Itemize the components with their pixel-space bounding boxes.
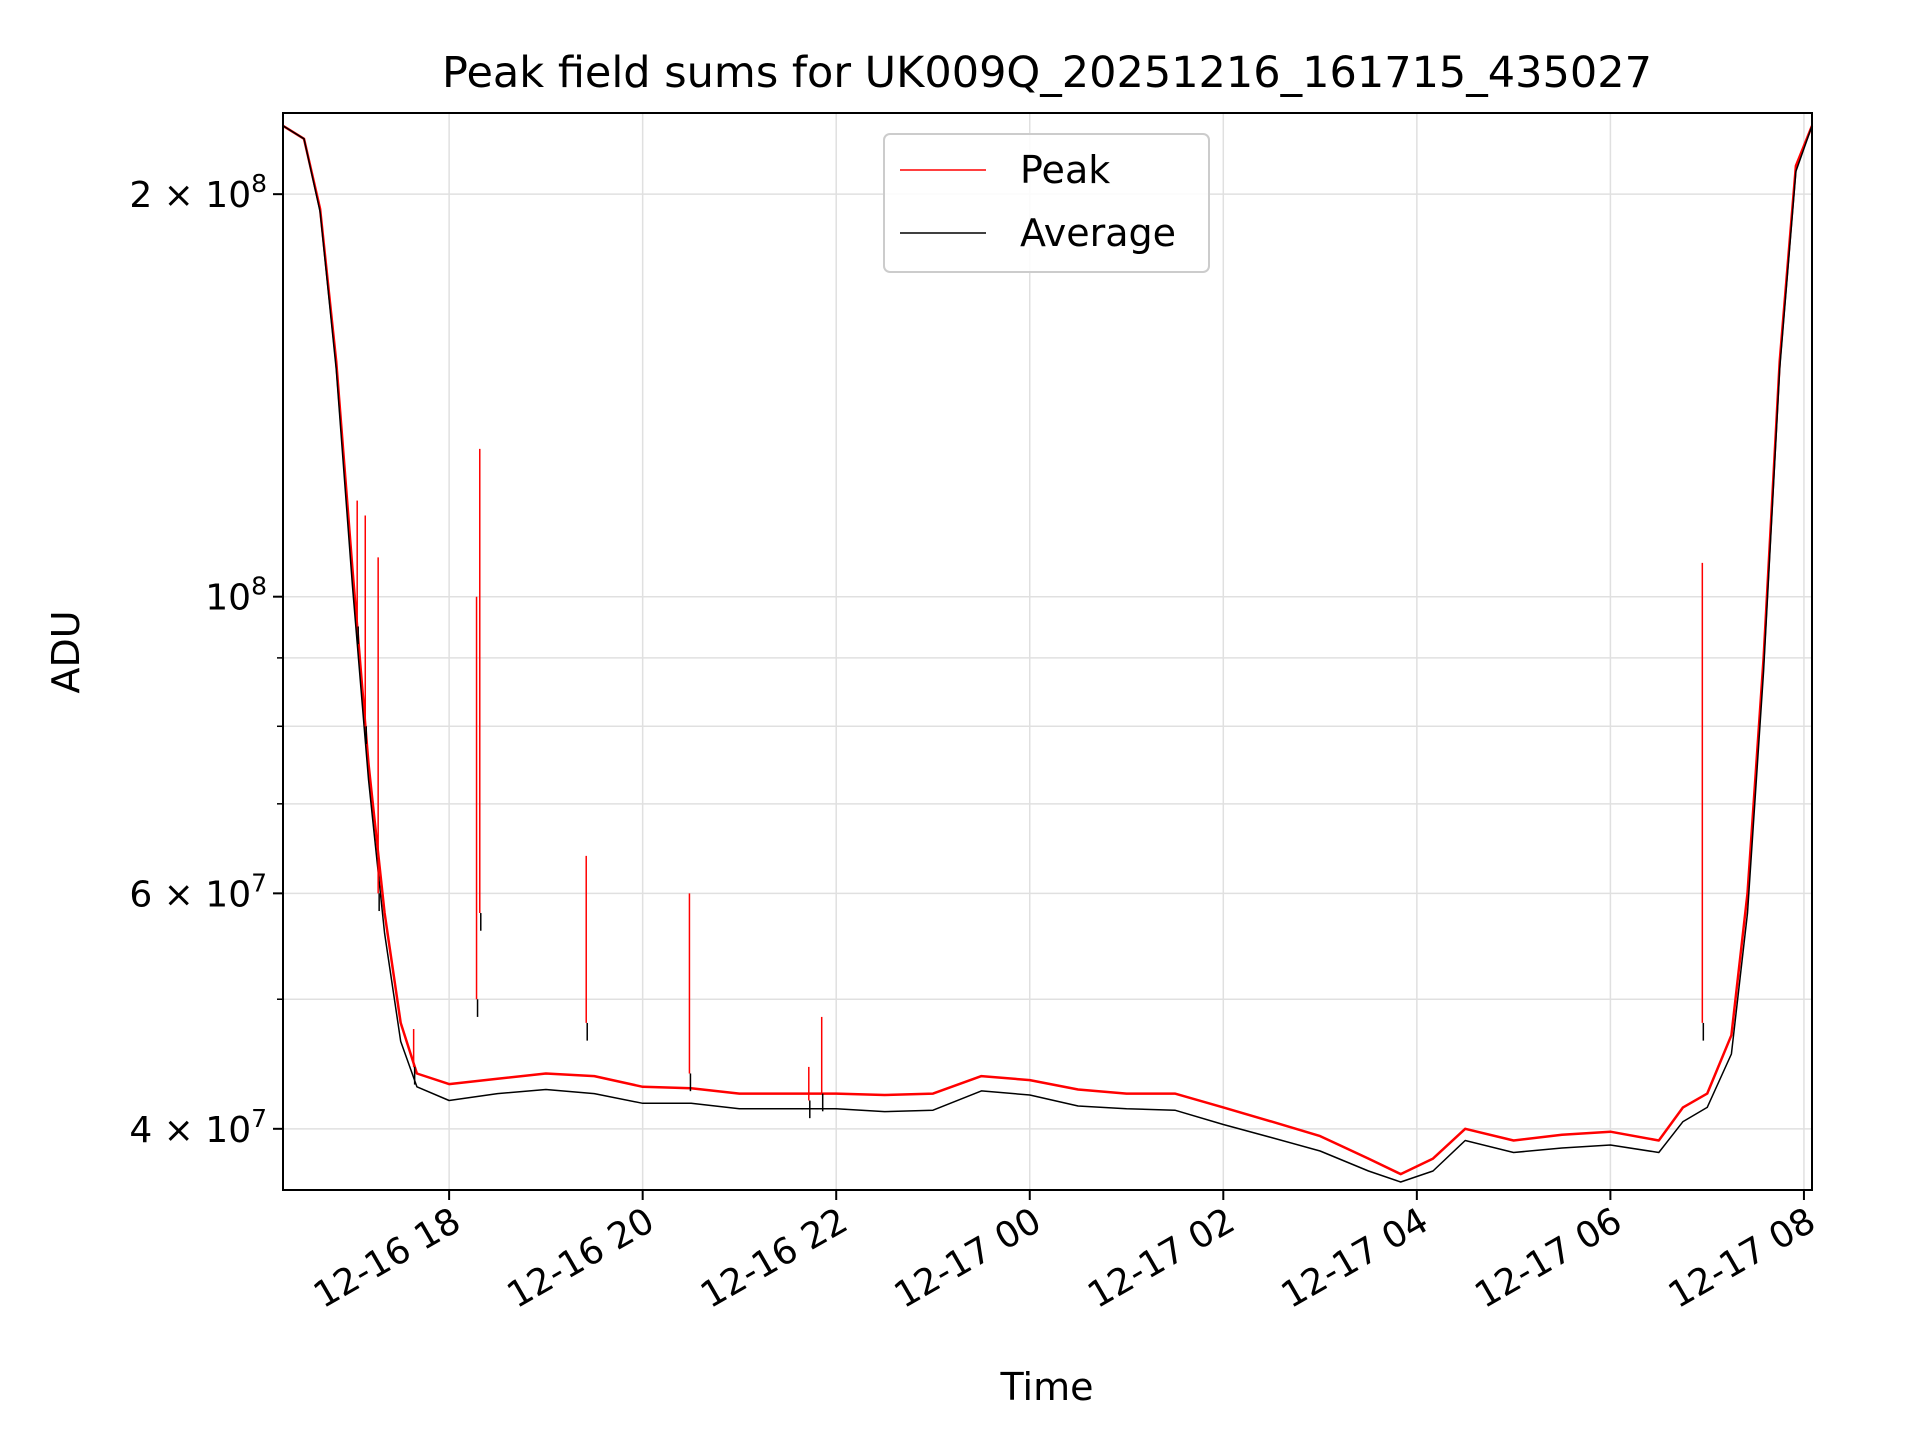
legend-box [883,133,1210,273]
y-axis: 4 × 107 6 × 107 108 2 × 108 [129,169,283,1151]
series-layer [282,124,1814,1183]
legend-average-label: Average [1020,211,1176,255]
y-tick-label: 6 × 107 [129,868,267,915]
y-tick-label: 4 × 107 [129,1104,267,1151]
chart-title: Peak field sums for UK009Q_20251216_1617… [442,48,1652,98]
series-line-peak [282,124,1814,1176]
y-axis-label: ADU [44,610,88,693]
grid [283,113,1812,1190]
legend-peak-label: Peak [1020,148,1110,192]
y-tick-label: 108 [205,572,267,619]
x-axis-label: Time [1000,1365,1094,1409]
plot-frame [282,112,1813,1191]
legend: Peak Average [883,133,1210,273]
series-line-average [282,125,1813,1183]
y-tick-label: 2 × 108 [129,169,267,216]
